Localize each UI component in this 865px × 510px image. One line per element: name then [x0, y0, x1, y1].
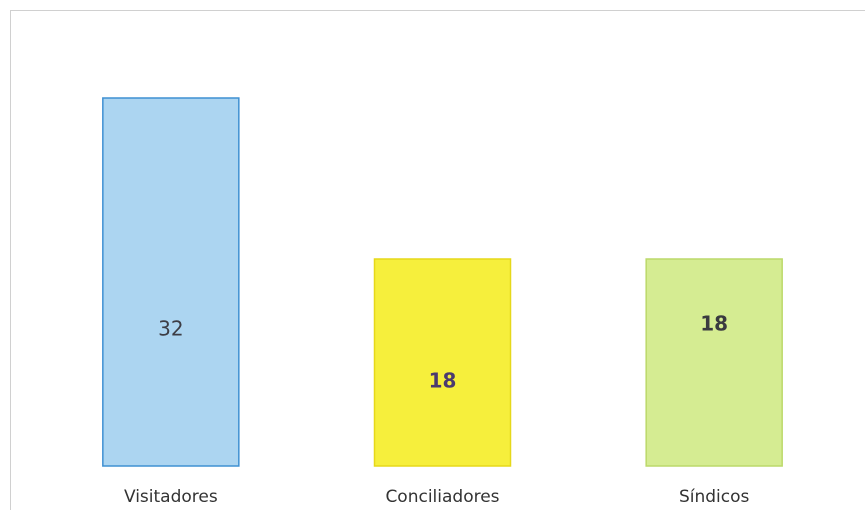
x-tick-label: Síndicos: [679, 487, 750, 507]
bar: [645, 258, 783, 467]
bar: [373, 258, 512, 467]
data-label: 18: [429, 369, 457, 393]
bar: [102, 97, 240, 467]
data-label: 18: [700, 312, 728, 336]
data-label: 32: [158, 317, 183, 341]
x-tick-label: Conciliadores: [385, 487, 499, 507]
x-tick-label: Visitadores: [124, 487, 218, 507]
